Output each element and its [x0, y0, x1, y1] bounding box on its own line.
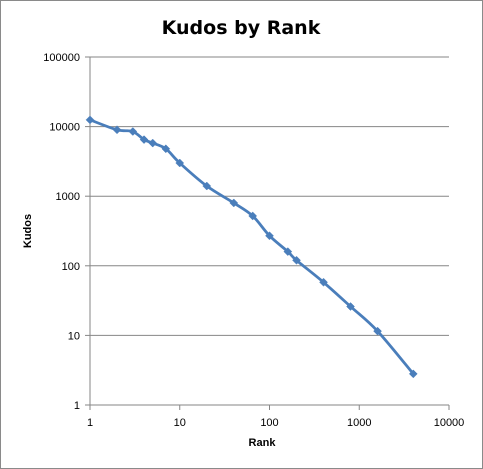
data-point	[128, 127, 138, 136]
gridlines	[90, 56, 449, 336]
y-tick-label: 100	[62, 261, 80, 273]
data-point	[229, 198, 239, 208]
data-point	[373, 326, 382, 336]
data-point	[346, 302, 355, 311]
y-tick-label: 10	[68, 330, 80, 342]
y-tick-label: 10000	[49, 122, 80, 134]
y-tick-label: 100000	[43, 52, 80, 64]
data-point	[161, 144, 171, 154]
data-point	[408, 369, 418, 379]
x-tick-label: 10000	[434, 417, 465, 429]
data-point	[319, 277, 328, 287]
y-axis-title: Kudos	[22, 214, 34, 248]
data-point	[112, 125, 122, 135]
data-point	[148, 138, 158, 148]
chart-title: Kudos by Rank	[162, 17, 321, 39]
x-tick-label: 1000	[347, 417, 371, 429]
series-points	[85, 115, 418, 379]
y-tick-labels: 1 10 100 1000 10000 100000	[43, 52, 90, 412]
data-point	[175, 158, 185, 168]
x-tick-labels: 1 10 100 1000 10000	[87, 405, 464, 429]
data-point	[202, 181, 212, 191]
y-tick-label: 1	[74, 400, 80, 412]
data-point	[248, 211, 258, 221]
x-tick-label: 10	[174, 417, 186, 429]
data-point	[85, 115, 95, 125]
data-point	[292, 255, 301, 265]
x-axis-title: Rank	[249, 437, 277, 449]
data-point	[139, 135, 149, 144]
x-tick-label: 1	[87, 417, 93, 429]
y-tick-label: 1000	[56, 191, 80, 203]
data-point	[283, 247, 293, 256]
x-tick-label: 100	[260, 417, 278, 429]
data-point	[265, 231, 274, 241]
